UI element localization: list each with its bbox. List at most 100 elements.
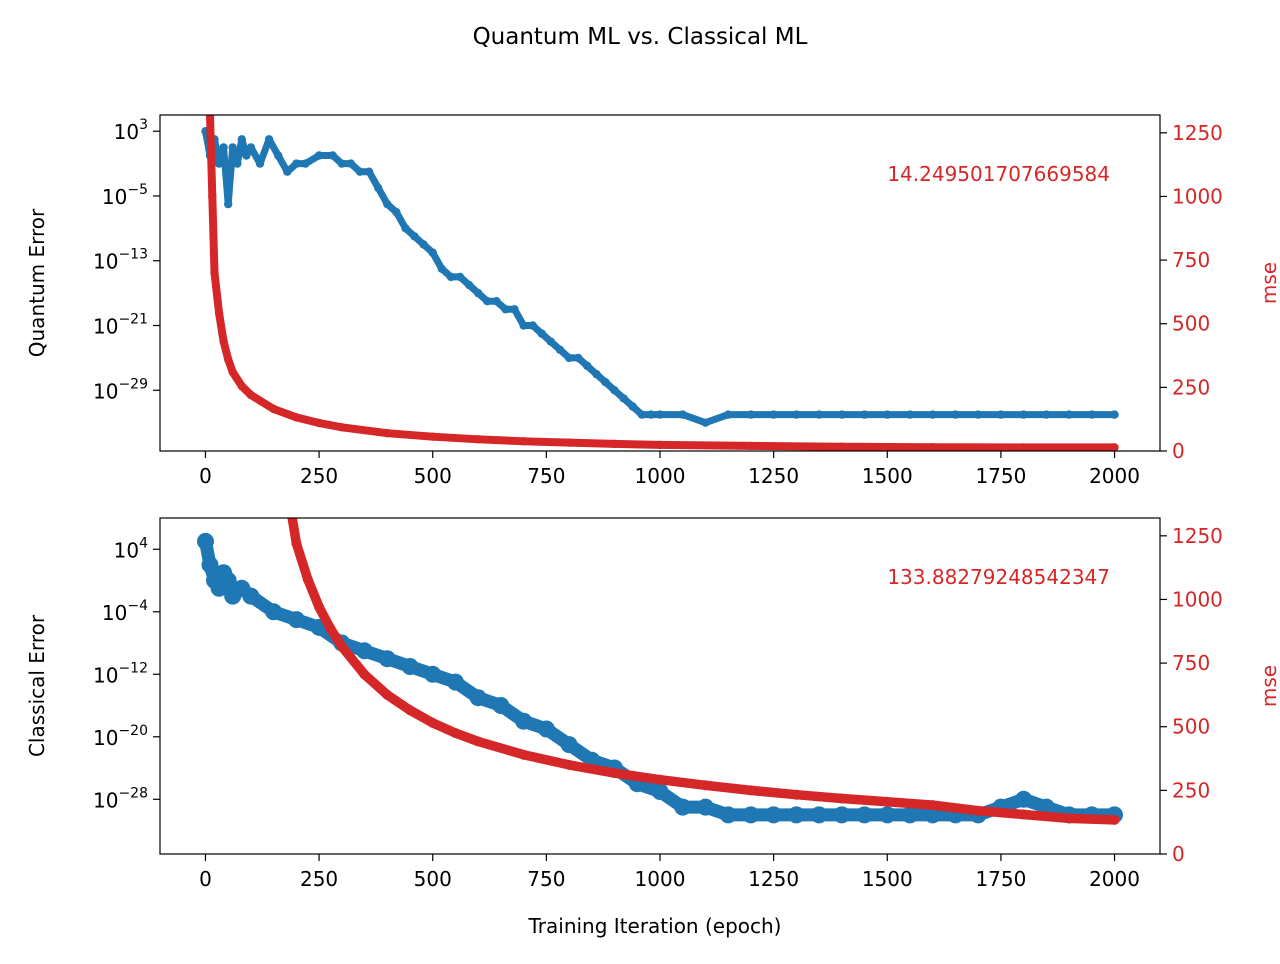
classical-error-point xyxy=(560,736,578,754)
quantum-error-point xyxy=(637,410,646,419)
quantum-error-point xyxy=(328,151,337,160)
classical-error-point xyxy=(201,556,219,574)
classical-x-tick-label: 2000 xyxy=(1089,867,1140,891)
quantum-x-tick-label: 1000 xyxy=(635,464,686,488)
quantum-mse-point xyxy=(1019,443,1028,451)
quantum-mse-point xyxy=(428,432,437,441)
classical-mse-point xyxy=(564,759,575,770)
classical-x-tick-label: 0 xyxy=(199,867,212,891)
quantum-y-tick-label: 10−13 xyxy=(93,247,148,274)
quantum-error-point xyxy=(555,345,565,354)
quantum-mse-point xyxy=(269,404,278,414)
quantum-error-point xyxy=(401,224,410,233)
classical-x-tick-label: 1250 xyxy=(748,867,799,891)
quantum-error-point xyxy=(905,410,915,419)
classical-error-point xyxy=(765,806,783,824)
quantum-mse-point xyxy=(746,441,756,451)
quantum-error-point xyxy=(592,369,601,379)
quantum-error-point xyxy=(519,321,528,330)
quantum-mse-point xyxy=(224,355,233,364)
quantum-y-tick-label: 10−29 xyxy=(93,376,148,403)
quantum-error-point xyxy=(601,378,610,387)
classical-y-ticks: 104 10−4 10−12 10−20 10−28 xyxy=(93,535,160,812)
quantum-error-point xyxy=(283,167,292,176)
quantum-error-point xyxy=(455,272,465,282)
classical-error-point xyxy=(810,806,828,824)
classical-error-point xyxy=(447,673,464,691)
classical-x-tick-label: 750 xyxy=(527,867,565,891)
classical-error-point xyxy=(856,806,873,824)
quantum-error-point xyxy=(655,410,665,419)
classical-error-point xyxy=(424,665,442,683)
quantum-mse-tick-label: 1250 xyxy=(1172,121,1223,145)
quantum-error-point xyxy=(528,321,537,330)
quantum-error-point xyxy=(1019,410,1028,419)
classical-mse-point xyxy=(1018,809,1029,820)
quantum-error-point xyxy=(646,410,656,419)
quantum-error-series xyxy=(201,127,1119,427)
classical-error-point xyxy=(515,712,533,730)
quantum-error-point xyxy=(337,159,346,168)
quantum-mse-point xyxy=(383,429,392,438)
quantum-error-point xyxy=(996,410,1006,419)
classical-error-point xyxy=(787,806,805,824)
classical-error-point xyxy=(742,806,760,824)
quantum-mse-point xyxy=(237,381,246,391)
quantum-error-point xyxy=(1042,410,1051,419)
quantum-mse-tick-label: 750 xyxy=(1172,248,1210,272)
classical-mse-axis-label: mse xyxy=(1257,665,1280,707)
quantum-mse-point xyxy=(214,309,224,318)
quantum-mse-point xyxy=(210,268,219,277)
classical-error-point xyxy=(492,697,510,714)
classical-mse-tick-label: 1250 xyxy=(1172,524,1223,548)
classical-error-series xyxy=(197,532,1123,824)
quantum-error-point xyxy=(546,337,556,346)
classical-mse-series xyxy=(287,518,1120,825)
classical-error-point xyxy=(878,806,896,824)
figure-title: Quantum ML vs. Classical ML xyxy=(473,24,808,50)
quantum-x-tick-label: 1250 xyxy=(748,464,799,488)
quantum-error-point xyxy=(883,410,892,419)
classical-error-point xyxy=(378,650,396,668)
classical-mse-point xyxy=(427,717,438,728)
quantum-error-point xyxy=(464,280,474,290)
quantum-mse-point xyxy=(292,413,301,422)
quantum-error-point xyxy=(274,151,283,160)
quantum-error-point xyxy=(233,159,242,168)
quantum-y-tick-label: 10−5 xyxy=(102,182,148,209)
classical-mse-point xyxy=(450,728,461,739)
quantum-mse-axis-label: mse xyxy=(1257,262,1280,304)
quantum-x-tick-label: 0 xyxy=(199,464,212,488)
quantum-error-point xyxy=(255,159,265,168)
quantum-mse-point xyxy=(928,443,937,451)
quantum-mse-tick-label: 500 xyxy=(1172,312,1210,336)
quantum-error-point xyxy=(374,183,383,193)
quantum-mse-tick-label: 1000 xyxy=(1172,184,1223,208)
quantum-error-point xyxy=(242,151,251,160)
quantum-error-point xyxy=(837,410,846,419)
quantum-error-point xyxy=(237,135,246,144)
quantum-error-point xyxy=(583,361,592,371)
quantum-mse-point xyxy=(837,442,846,451)
quantum-mse-point xyxy=(228,367,237,377)
quantum-error-point xyxy=(410,232,419,241)
x-axis-label: Training Iteration (epoch) xyxy=(528,914,782,938)
quantum-error-point xyxy=(574,353,583,363)
quantum-error-point xyxy=(628,402,637,411)
classical-error-point xyxy=(242,587,260,605)
classical-mse-point xyxy=(1109,814,1120,825)
quantum-error-point xyxy=(928,410,937,419)
quantum-x-tick-label: 2000 xyxy=(1089,464,1140,488)
quantum-error-point xyxy=(769,410,778,419)
classical-x-tick-label: 250 xyxy=(300,867,338,891)
classical-mse-point xyxy=(405,705,415,716)
quantum-x-tick-label: 500 xyxy=(414,464,452,488)
quantum-error-point xyxy=(292,159,301,168)
quantum-error-point xyxy=(264,135,274,144)
classical-mse-ticks: 0 250 500 750 1000 1250 xyxy=(1160,524,1223,866)
classical-mse-tick-label: 250 xyxy=(1172,778,1210,802)
quantum-y-tick-label: 10−21 xyxy=(93,312,148,339)
classical-mse-point xyxy=(973,805,984,816)
quantum-error-point xyxy=(701,418,710,427)
